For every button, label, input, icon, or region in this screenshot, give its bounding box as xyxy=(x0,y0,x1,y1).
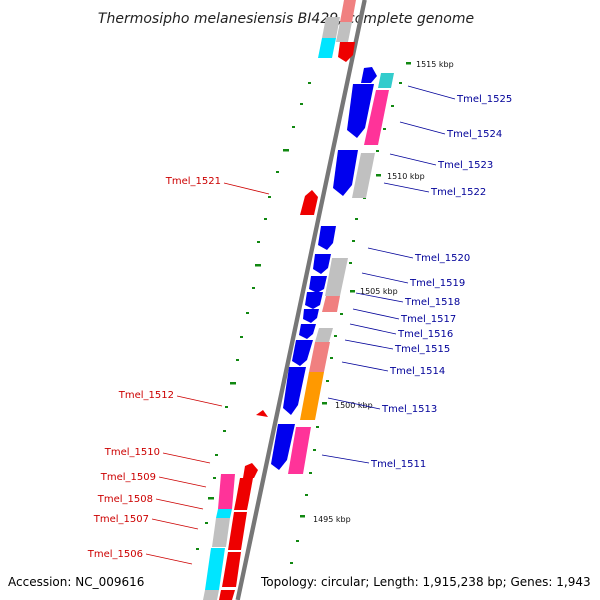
gene-tmel-1525[interactable] xyxy=(361,67,394,88)
gene-label-left[interactable]: Tmel_1508 xyxy=(97,494,153,505)
gene-tmel-1514[interactable] xyxy=(292,340,330,372)
gene-label-right[interactable]: Tmel_1519 xyxy=(409,278,465,289)
genome-backbone xyxy=(235,0,369,600)
gene-label-right[interactable]: Tmel_1518 xyxy=(404,297,460,308)
gene-label-right[interactable]: Tmel_1513 xyxy=(381,404,437,415)
scale-labels: 1515 kbp 1510 kbp 1505 kbp 1500 kbp 1495… xyxy=(313,60,454,524)
tick-marks xyxy=(196,62,411,564)
gene-label-right[interactable]: Tmel_1522 xyxy=(430,187,486,198)
gene-label-right[interactable]: Tmel_1525 xyxy=(456,94,512,105)
topology-label: Topology: circular; Length: 1,915,238 bp… xyxy=(260,575,591,589)
scale-label: 1495 kbp xyxy=(313,515,351,524)
gene-label-right[interactable]: Tmel_1517 xyxy=(400,314,456,325)
gene-label-right[interactable]: Tmel_1524 xyxy=(446,129,502,140)
gene-tmel-1507[interactable] xyxy=(212,512,247,550)
gene-tmel-1520[interactable] xyxy=(318,226,336,250)
gene-label-right[interactable]: Tmel_1515 xyxy=(394,344,450,355)
gene-top-reverse[interactable] xyxy=(338,42,355,62)
gene-tmel-1524[interactable] xyxy=(347,84,389,145)
gene-tmel-1517[interactable] xyxy=(305,292,323,309)
gene-label-right[interactable]: Tmel_1520 xyxy=(414,253,470,264)
left-gene-labels: Tmel_1521 Tmel_1512 Tmel_1510 Tmel_1509 … xyxy=(87,176,270,565)
gene-label-left[interactable]: Tmel_1506 xyxy=(87,549,143,560)
gene-tmel-1516[interactable] xyxy=(303,309,319,323)
scale-label: 1505 kbp xyxy=(360,287,398,296)
gene-tmel-1508[interactable] xyxy=(216,500,249,518)
gene-tmel-1518[interactable] xyxy=(309,276,340,312)
gene-tmel-1510[interactable] xyxy=(243,463,258,478)
gene-label-left[interactable]: Tmel_1510 xyxy=(104,447,160,458)
gene-label-right[interactable]: Tmel_1511 xyxy=(370,459,426,470)
scale-label: 1515 kbp xyxy=(416,60,454,69)
right-gene-labels: Tmel_1525 Tmel_1524 Tmel_1523 Tmel_1522 … xyxy=(321,85,512,470)
gene-label-left[interactable]: Tmel_1512 xyxy=(118,390,174,401)
gene-label-right[interactable]: Tmel_1514 xyxy=(389,366,445,377)
scale-label: 1510 kbp xyxy=(387,172,425,181)
gene-tmel-1511[interactable] xyxy=(271,424,311,474)
gene-tmel-1513[interactable] xyxy=(283,367,324,420)
map-title: Thermosipho melanesiensis BI429, complet… xyxy=(98,11,474,27)
accession-label: Accession: NC_009616 xyxy=(8,575,144,589)
gene-tmel-1509[interactable] xyxy=(218,474,253,509)
gene-tmel-1522[interactable] xyxy=(352,153,375,198)
gene-label-left[interactable]: Tmel_1521 xyxy=(165,176,221,187)
gene-label-left[interactable]: Tmel_1509 xyxy=(100,472,156,483)
scale-label: 1500 kbp xyxy=(335,401,373,410)
gene-tmel-1521[interactable] xyxy=(300,190,318,215)
gene-label-left[interactable]: Tmel_1507 xyxy=(93,514,149,525)
gene-tmel-1506[interactable] xyxy=(203,548,241,600)
gene-tmel-1523[interactable] xyxy=(333,150,358,196)
gene-label-right[interactable]: Tmel_1516 xyxy=(397,329,453,340)
gene-tmel-1519[interactable] xyxy=(313,254,348,296)
gene-top-forward[interactable] xyxy=(318,0,356,58)
gene-label-right[interactable]: Tmel_1523 xyxy=(437,160,493,171)
gene-tmel-1515[interactable] xyxy=(299,324,333,342)
gene-tmel-1512[interactable] xyxy=(256,410,268,417)
